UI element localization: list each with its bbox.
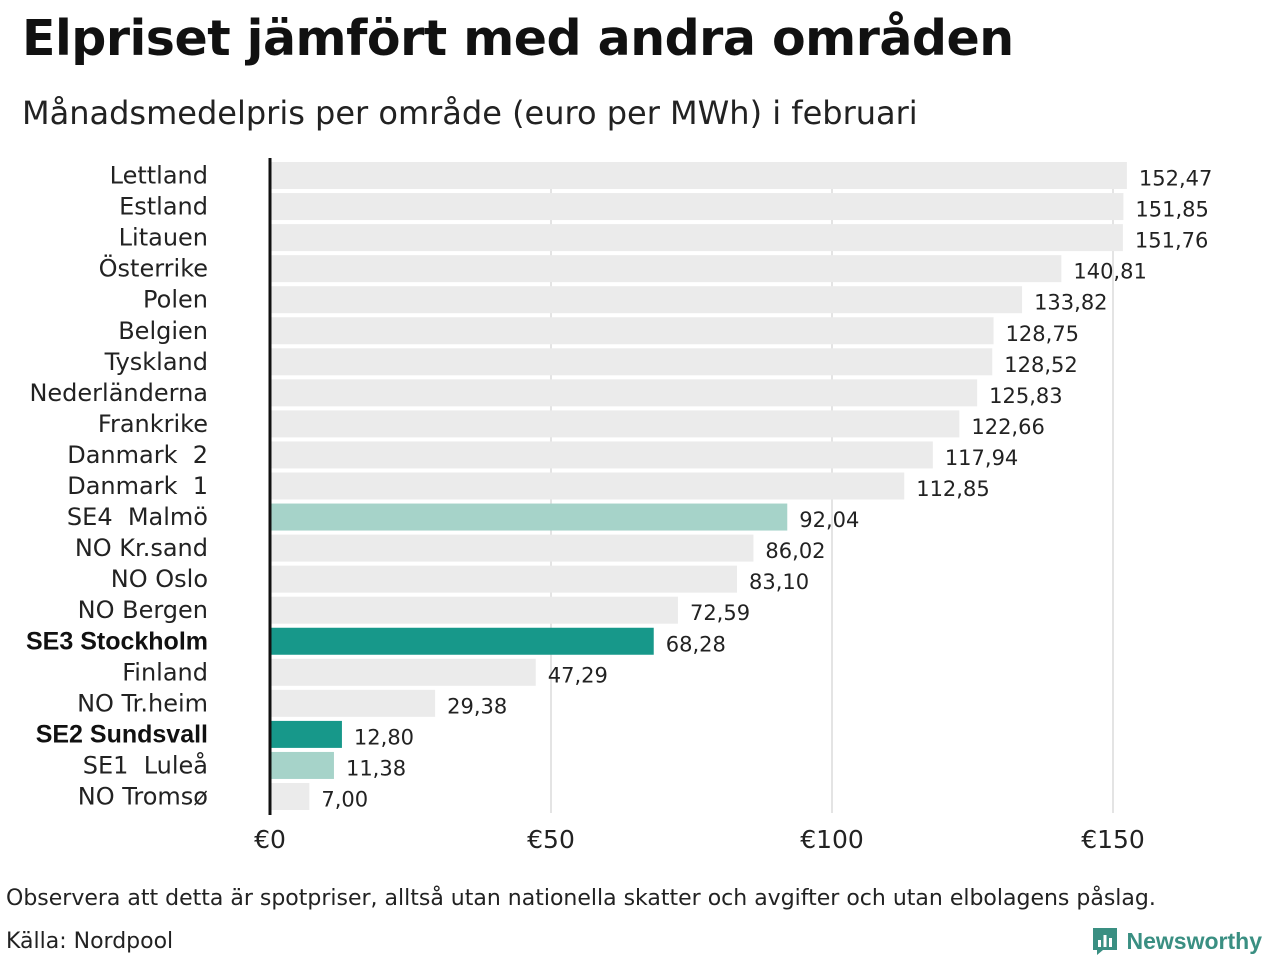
- category-label: NO Bergen: [78, 596, 208, 624]
- category-label: Polen: [143, 286, 208, 314]
- chart-title: Elpriset jämfört med andra områden: [22, 10, 1014, 67]
- value-label: 125,83: [989, 384, 1062, 408]
- value-label: 122,66: [971, 415, 1044, 439]
- value-label: 86,02: [765, 539, 825, 563]
- bar: [270, 348, 993, 376]
- bar: [270, 162, 1127, 189]
- category-label: NO Oslo: [111, 565, 208, 593]
- value-label: 117,94: [945, 446, 1018, 470]
- category-label: SE1 Luleå: [83, 750, 208, 779]
- value-label: 151,85: [1135, 198, 1208, 222]
- category-label: Österrike: [99, 254, 208, 283]
- value-label: 7,00: [321, 788, 368, 812]
- category-label: Belgien: [118, 317, 208, 345]
- category-label: Tyskland: [104, 348, 208, 376]
- footnote: Observera att detta är spotpriser, allts…: [6, 886, 1156, 911]
- x-tick-label: €150: [1081, 825, 1145, 854]
- value-labels: 152,47 151,85 151,76 140,81 133,82 128,75 128,…: [321, 167, 1212, 812]
- category-label: Estland: [119, 193, 208, 221]
- bar: [270, 658, 536, 686]
- value-label: 92,04: [799, 508, 859, 532]
- value-label: 12,80: [354, 725, 414, 749]
- value-label: 11,38: [346, 756, 406, 780]
- value-label: 151,76: [1135, 229, 1208, 253]
- bars: [270, 162, 1127, 810]
- category-label: SE2 Sundsvall: [36, 720, 208, 748]
- bar: [270, 472, 905, 500]
- value-label: 72,59: [690, 601, 750, 625]
- value-label: 68,28: [666, 632, 726, 656]
- value-label: 83,10: [749, 570, 809, 594]
- category-label: Danmark 1: [67, 472, 208, 500]
- brand: Newsworthy: [1091, 924, 1262, 958]
- value-label: 152,47: [1139, 167, 1212, 191]
- category-label: SE3 Stockholm: [26, 627, 208, 655]
- category-label: NO Kr.sand: [75, 534, 208, 562]
- bar: [270, 565, 738, 593]
- category-label: Lettland: [110, 162, 208, 190]
- value-label: 133,82: [1034, 291, 1107, 315]
- x-tick-label: €50: [527, 825, 575, 854]
- bar: [270, 286, 1023, 314]
- bar: [270, 224, 1123, 252]
- category-label: NO Tr.heim: [77, 689, 208, 717]
- x-axis-ticks: €0 €50 €100 €150: [254, 825, 1145, 854]
- brand-name: Newsworthy: [1126, 927, 1262, 954]
- bar: [270, 720, 342, 748]
- value-label: 112,85: [916, 477, 989, 501]
- x-tick-label: €100: [800, 825, 864, 854]
- bar: [270, 379, 978, 407]
- category-label: Litauen: [119, 224, 208, 252]
- bar: [270, 751, 334, 779]
- category-label: SE4 Malmö: [67, 503, 208, 531]
- bar: [270, 193, 1124, 221]
- bar: [270, 317, 994, 345]
- category-label: Frankrike: [98, 410, 208, 438]
- category-label: Nederländerna: [29, 379, 208, 407]
- value-label: 47,29: [548, 663, 608, 687]
- category-label: Danmark 2: [67, 441, 208, 469]
- bar: [270, 503, 788, 531]
- bar: [270, 534, 754, 562]
- bar: [270, 410, 960, 438]
- x-tick-label: €0: [254, 825, 286, 854]
- source-note: Källa: Nordpool: [6, 929, 174, 954]
- value-label: 29,38: [447, 694, 507, 718]
- category-label: Finland: [122, 658, 208, 686]
- bar: [270, 596, 678, 624]
- newsworthy-logo-icon: [1092, 928, 1117, 955]
- value-label: 140,81: [1073, 260, 1146, 284]
- value-label: 128,75: [1006, 322, 1079, 346]
- chart-subtitle: Månadsmedelpris per område (euro per MWh…: [22, 94, 918, 132]
- bar: [270, 783, 310, 810]
- bar: [270, 689, 436, 717]
- value-label: 128,52: [1004, 353, 1077, 377]
- bar: [270, 441, 933, 469]
- category-label: NO Tromsø: [78, 783, 208, 811]
- bar: [270, 627, 654, 655]
- bar: [270, 255, 1062, 283]
